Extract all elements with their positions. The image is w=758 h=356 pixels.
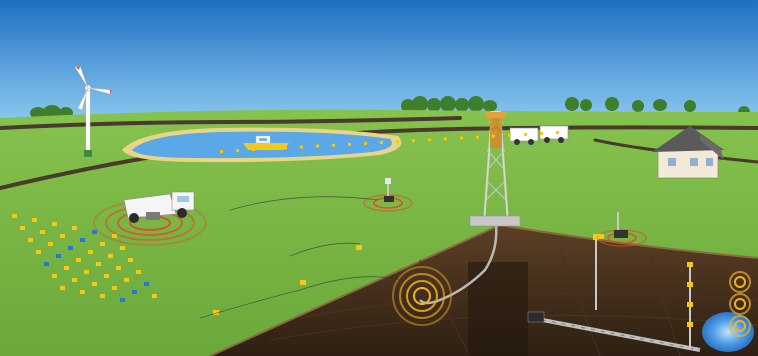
- subsurface-wave-left: [392, 266, 452, 326]
- geophone-marker: [116, 266, 121, 270]
- geophone-marker: [213, 310, 219, 315]
- geophone-marker: [100, 294, 105, 298]
- geophone-array: [12, 214, 604, 315]
- geophone-marker: [44, 262, 49, 266]
- road-marker: [252, 148, 255, 152]
- drilling-rig-icon: [469, 111, 521, 227]
- geophone-marker: [36, 250, 41, 254]
- geophone-marker: [128, 258, 133, 262]
- geophone-marker: [108, 254, 113, 258]
- road-marker: [300, 145, 303, 149]
- geophone-marker: [132, 290, 137, 294]
- road-marker: [476, 135, 479, 139]
- road-marker: [556, 131, 559, 135]
- geophone-marker: [52, 222, 57, 226]
- geophone-marker: [48, 242, 53, 246]
- vibroseis-truck-icon: [123, 191, 195, 223]
- road-marker: [364, 141, 367, 145]
- road-marker: [444, 137, 447, 141]
- road-marker: [492, 134, 495, 138]
- geophone-marker: [68, 246, 73, 250]
- road-marker: [396, 140, 399, 144]
- road-marker: [428, 138, 431, 142]
- road-marker: [540, 132, 543, 135]
- geophone-marker: [32, 218, 37, 222]
- road-marker: [380, 141, 383, 144]
- geophone-marker: [136, 270, 141, 274]
- geophone-marker: [56, 254, 61, 258]
- road-marker: [524, 132, 527, 136]
- monitor-well: [593, 234, 599, 310]
- geophone-marker: [84, 270, 89, 274]
- geophone-marker: [96, 262, 101, 266]
- geophone-marker: [144, 282, 149, 286]
- sky: [0, 0, 758, 125]
- geophone-marker: [72, 226, 77, 230]
- road-marker: [508, 133, 511, 137]
- geophone-marker: [92, 282, 97, 286]
- subsurface-wave-right: [729, 271, 751, 337]
- geophone-marker: [112, 234, 117, 238]
- geophone-marker: [124, 278, 129, 282]
- road-geophone-line: [220, 131, 559, 153]
- house-icon: [652, 126, 724, 179]
- road-marker: [332, 143, 335, 147]
- road-marker: [220, 150, 223, 153]
- geophone-marker: [356, 245, 362, 250]
- geophone-marker: [152, 294, 157, 298]
- receiver-cables: [199, 196, 401, 319]
- road-marker: [284, 146, 287, 150]
- geophone-marker: [60, 234, 65, 238]
- truck-icon: [509, 125, 569, 145]
- geophone-marker: [28, 238, 33, 242]
- geophone-marker: [40, 230, 45, 234]
- road-marker: [348, 142, 351, 146]
- geophone-marker: [64, 266, 69, 270]
- road-marker: [316, 144, 319, 148]
- geophone-marker: [120, 246, 125, 250]
- road-marker: [268, 147, 271, 151]
- geophone-marker: [72, 278, 77, 282]
- geophone-marker: [92, 230, 97, 234]
- geophone-marker: [76, 258, 81, 262]
- geophone-marker: [88, 250, 93, 254]
- geophone-marker: [20, 226, 25, 230]
- vertical-well-right: [687, 262, 693, 350]
- geophone-marker: [120, 298, 125, 302]
- geophone-marker: [104, 274, 109, 278]
- geophone-marker: [300, 280, 306, 285]
- geophone-marker: [52, 274, 57, 278]
- receiver-station-center: [363, 178, 413, 212]
- geophone-marker: [60, 286, 65, 290]
- road-marker: [236, 149, 239, 153]
- road-marker: [460, 136, 463, 140]
- road-marker: [412, 139, 415, 143]
- geophone-marker: [100, 242, 105, 246]
- geophone-marker: [12, 214, 17, 218]
- geophone-marker: [80, 290, 85, 294]
- horizontal-well-array: [527, 311, 701, 352]
- geophone-marker: [598, 234, 604, 239]
- tree-line-center: [401, 96, 497, 113]
- tree-line-right: [565, 97, 750, 118]
- geophone-marker: [112, 286, 117, 290]
- geophone-marker: [80, 238, 85, 242]
- wind-turbine-icon: [74, 65, 113, 158]
